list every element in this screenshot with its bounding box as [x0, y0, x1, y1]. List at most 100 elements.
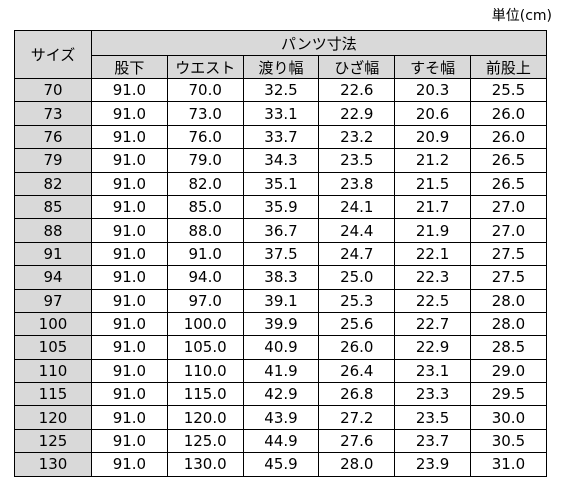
column-header-knee-width: ひざ幅 [318, 55, 396, 79]
column-header-inseam: 股下 [91, 55, 168, 79]
table-row: 97 91.0 97.0 39.1 25.3 22.5 28.0 [14, 288, 547, 313]
cell-waist: 70.0 [166, 77, 244, 103]
size-cell: 115 [14, 382, 92, 407]
table-row: 91 91.0 91.0 37.5 24.7 22.1 27.5 [14, 241, 547, 267]
cell-waist: 85.0 [166, 194, 244, 220]
cell-hem-width: 20.9 [394, 124, 471, 150]
table-row: 76 91.0 76.0 33.7 23.2 20.9 26.0 [14, 124, 547, 150]
table-row: 120 91.0 120.0 43.9 27.2 23.5 30.0 [14, 405, 547, 430]
table-row: 115 91.0 115.0 42.9 26.8 23.3 29.5 [14, 382, 547, 407]
size-cell: 79 [14, 148, 92, 173]
cell-thigh-width: 33.7 [242, 124, 320, 150]
table-row: 110 91.0 110.0 41.9 26.4 23.1 29.0 [14, 358, 547, 384]
cell-front-rise: 26.0 [469, 101, 547, 126]
cell-thigh-width: 40.9 [242, 335, 320, 360]
cell-thigh-width: 36.7 [242, 218, 320, 243]
size-cell: 82 [14, 171, 92, 196]
cell-front-rise: 29.0 [469, 358, 547, 384]
cell-inseam: 91.0 [91, 428, 168, 454]
column-header-hem-width: すそ幅 [394, 55, 471, 79]
cell-thigh-width: 44.9 [242, 428, 320, 454]
cell-hem-width: 23.7 [394, 428, 471, 454]
cell-thigh-width: 35.1 [242, 171, 320, 196]
cell-knee-width: 23.5 [318, 148, 396, 173]
size-cell: 94 [14, 265, 92, 290]
cell-knee-width: 26.4 [318, 358, 396, 384]
cell-hem-width: 22.1 [394, 241, 471, 267]
cell-thigh-width: 38.3 [242, 265, 320, 290]
cell-front-rise: 26.5 [469, 148, 547, 173]
cell-hem-width: 21.5 [394, 171, 471, 196]
cell-knee-width: 25.3 [318, 288, 396, 313]
cell-knee-width: 22.6 [318, 77, 396, 103]
cell-knee-width: 23.2 [318, 124, 396, 150]
cell-knee-width: 24.4 [318, 218, 396, 243]
cell-thigh-width: 45.9 [242, 452, 320, 477]
cell-front-rise: 28.5 [469, 335, 547, 360]
cell-waist: 100.0 [166, 311, 244, 337]
cell-waist: 97.0 [166, 288, 244, 313]
cell-inseam: 91.0 [91, 171, 168, 196]
table-row: 125 91.0 125.0 44.9 27.6 23.7 30.5 [14, 428, 547, 454]
cell-waist: 73.0 [166, 101, 244, 126]
cell-thigh-width: 42.9 [242, 382, 320, 407]
cell-knee-width: 23.8 [318, 171, 396, 196]
cell-inseam: 91.0 [91, 124, 168, 150]
cell-thigh-width: 37.5 [242, 241, 320, 267]
size-cell: 73 [14, 101, 92, 126]
table-row: 82 91.0 82.0 35.1 23.8 21.5 26.5 [14, 171, 547, 196]
cell-inseam: 91.0 [91, 101, 168, 126]
table-row: 85 91.0 85.0 35.9 24.1 21.7 27.0 [14, 194, 547, 220]
cell-front-rise: 27.0 [469, 218, 547, 243]
cell-knee-width: 26.8 [318, 382, 396, 407]
table-row: 70 91.0 70.0 32.5 22.6 20.3 25.5 [14, 77, 547, 103]
unit-label: 単位(cm) [491, 8, 552, 24]
table-row: 88 91.0 88.0 36.7 24.4 21.9 27.0 [14, 218, 547, 243]
size-cell: 88 [14, 218, 92, 243]
cell-inseam: 91.0 [91, 288, 168, 313]
cell-waist: 88.0 [166, 218, 244, 243]
cell-hem-width: 23.1 [394, 358, 471, 384]
size-cell: 100 [14, 311, 92, 337]
size-column-header: サイズ [14, 30, 92, 79]
cell-front-rise: 25.5 [469, 77, 547, 103]
cell-thigh-width: 35.9 [242, 194, 320, 220]
size-cell: 120 [14, 405, 92, 430]
cell-thigh-width: 32.5 [242, 77, 320, 103]
cell-waist: 105.0 [166, 335, 244, 360]
cell-thigh-width: 41.9 [242, 358, 320, 384]
cell-front-rise: 28.0 [469, 311, 547, 337]
size-cell: 105 [14, 335, 92, 360]
cell-inseam: 91.0 [91, 405, 168, 430]
pants-measurements-group-header: パンツ寸法 [91, 30, 547, 56]
column-header-front-rise: 前股上 [469, 55, 547, 79]
cell-knee-width: 27.6 [318, 428, 396, 454]
table-row: 130 91.0 130.0 45.9 28.0 23.9 31.0 [14, 452, 547, 477]
cell-hem-width: 22.9 [394, 335, 471, 360]
pants-size-table: サイズ パンツ寸法 股下 ウエスト 渡り幅 ひざ幅 すそ幅 前股上 70 91.0… [14, 30, 547, 477]
cell-waist: 91.0 [166, 241, 244, 267]
header-row-group: サイズ パンツ寸法 [14, 30, 547, 79]
cell-waist: 110.0 [166, 358, 244, 384]
table-row: 105 91.0 105.0 40.9 26.0 22.9 28.5 [14, 335, 547, 360]
cell-front-rise: 26.5 [469, 171, 547, 196]
cell-inseam: 91.0 [91, 148, 168, 173]
cell-inseam: 91.0 [91, 241, 168, 267]
cell-inseam: 91.0 [91, 335, 168, 360]
cell-hem-width: 22.7 [394, 311, 471, 337]
table-row: 100 91.0 100.0 39.9 25.6 22.7 28.0 [14, 311, 547, 337]
size-cell: 85 [14, 194, 92, 220]
cell-hem-width: 20.3 [394, 77, 471, 103]
cell-knee-width: 28.0 [318, 452, 396, 477]
cell-waist: 76.0 [166, 124, 244, 150]
cell-knee-width: 24.1 [318, 194, 396, 220]
cell-knee-width: 25.0 [318, 265, 396, 290]
cell-front-rise: 28.0 [469, 288, 547, 313]
table-row: 94 91.0 94.0 38.3 25.0 22.3 27.5 [14, 265, 547, 290]
cell-inseam: 91.0 [91, 452, 168, 477]
cell-front-rise: 30.5 [469, 428, 547, 454]
cell-waist: 82.0 [166, 171, 244, 196]
table-row: 73 91.0 73.0 33.1 22.9 20.6 26.0 [14, 101, 547, 126]
cell-thigh-width: 39.9 [242, 311, 320, 337]
cell-waist: 120.0 [166, 405, 244, 430]
